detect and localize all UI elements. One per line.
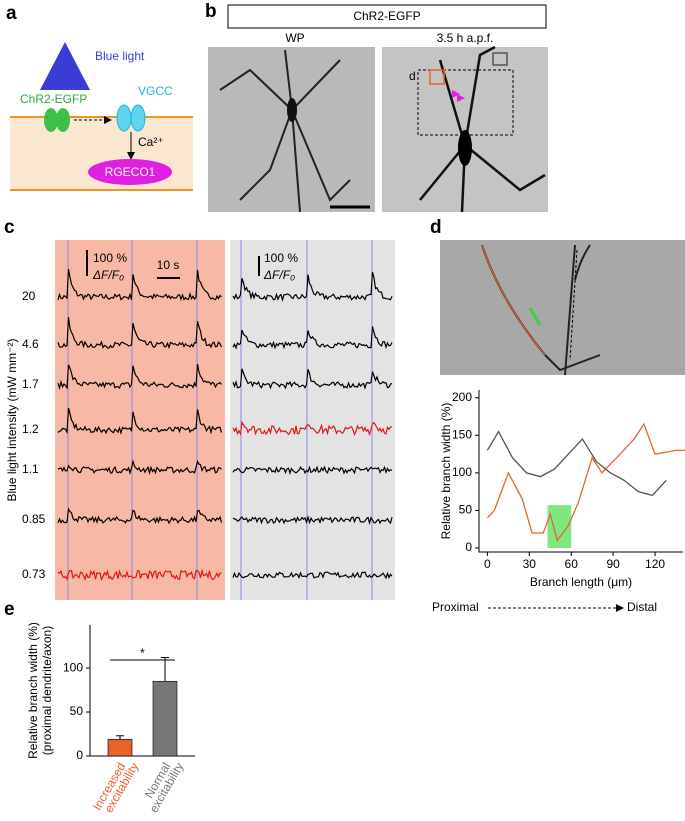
micrograph <box>208 47 375 212</box>
stage-text: 3.5 h a.p.f. <box>437 31 494 45</box>
intensity-label: 20 <box>22 289 36 303</box>
y-tick-label: 0 <box>465 540 472 554</box>
scale-text: ΔF/F₀ <box>263 268 295 282</box>
intensity-label: 4.6 <box>22 337 39 351</box>
x-tick-label: 90 <box>606 557 620 571</box>
series-line <box>486 422 685 542</box>
trace <box>232 326 393 350</box>
x-tick-label: 0 <box>484 557 491 571</box>
intensity-label: 1.1 <box>22 462 39 476</box>
stage-text: WP <box>285 31 304 45</box>
trace-line <box>481 244 546 356</box>
y-tick-label: 150 <box>452 427 472 441</box>
neuron <box>419 45 546 213</box>
scale-text: ΔF/F₀ <box>92 268 124 282</box>
channel-icon <box>56 108 70 132</box>
y-tick-label: 0 <box>76 748 83 762</box>
scale-text: 100 % <box>264 251 298 265</box>
trace <box>57 363 222 391</box>
scale-text: 10 s <box>157 258 180 272</box>
axis <box>89 625 195 757</box>
intensity-label: 1.7 <box>22 377 39 391</box>
trace <box>57 507 223 525</box>
y-tick-label: 100 <box>452 465 472 479</box>
trace <box>232 368 393 390</box>
trace <box>57 407 223 436</box>
intensity-label: 0.73 <box>22 567 46 581</box>
trace <box>57 317 223 350</box>
y-axis-label: (proximal dendrite/axon) <box>40 626 54 755</box>
marker <box>528 307 542 326</box>
trace <box>232 465 393 475</box>
x-tick-label: 120 <box>645 557 665 571</box>
intensity-label: 1.2 <box>22 422 39 436</box>
y-tick-label: 100 <box>63 660 83 674</box>
trace <box>232 271 393 302</box>
neuron <box>458 130 472 166</box>
x-tick-label: 30 <box>523 557 537 571</box>
light-text: Blue light <box>95 49 145 63</box>
trace <box>57 268 222 302</box>
y-axis-label: Relative branch width (%) <box>439 403 453 540</box>
panel-label: c <box>4 217 15 238</box>
channel-icon <box>44 108 58 132</box>
series-line <box>486 430 667 497</box>
ion-text: Ca²⁺ <box>138 135 164 149</box>
trace <box>232 515 393 526</box>
y-axis-label: Blue light intensity (mW mm⁻²) <box>5 338 19 501</box>
vgcc-text: VGCC <box>138 84 173 98</box>
x-tick-label: 60 <box>565 557 579 571</box>
intensity-label: 0.85 <box>22 512 46 526</box>
construct-box <box>227 4 547 29</box>
micrograph <box>382 47 548 212</box>
construct-text: ChR2-EGFP <box>353 9 420 23</box>
bar <box>152 680 178 757</box>
bar <box>107 738 133 757</box>
light-icon <box>40 42 90 90</box>
panel-label: b <box>205 1 217 22</box>
neuron <box>219 49 351 213</box>
panel-label: d <box>430 217 442 238</box>
inset-label: d <box>409 69 416 83</box>
background <box>230 240 395 600</box>
inset-box <box>492 52 508 66</box>
micrograph <box>440 240 685 375</box>
trace-line <box>569 249 578 361</box>
direction-text: Distal <box>627 600 657 614</box>
trace <box>57 459 222 476</box>
channel-text: ChR2-EGFP <box>20 92 87 106</box>
scale-text: 100 % <box>93 251 127 265</box>
trace <box>232 420 393 437</box>
trace <box>57 568 222 582</box>
x-axis-label: Branch length (μm) <box>530 575 632 589</box>
y-tick-label: 50 <box>459 503 473 517</box>
direction-text: Proximal <box>432 600 479 614</box>
axis <box>478 390 683 553</box>
significance-text: * <box>140 646 145 660</box>
highlight <box>547 505 572 548</box>
panel-label: a <box>6 3 17 24</box>
traces <box>57 240 393 600</box>
y-tick-label: 50 <box>70 704 84 718</box>
inset-box <box>417 69 514 136</box>
trace <box>232 571 393 580</box>
indicator-text: RGECO1 <box>105 165 156 179</box>
vgcc-icon <box>130 104 146 132</box>
panel-label: e <box>4 599 15 620</box>
y-tick-label: 200 <box>452 390 472 404</box>
indicator-icon <box>88 159 172 185</box>
neuron <box>287 98 297 122</box>
arrowhead <box>452 90 465 102</box>
inset-box <box>429 69 445 85</box>
y-axis-label: Relative branch width (%) <box>26 622 40 759</box>
vgcc-icon <box>116 104 132 132</box>
